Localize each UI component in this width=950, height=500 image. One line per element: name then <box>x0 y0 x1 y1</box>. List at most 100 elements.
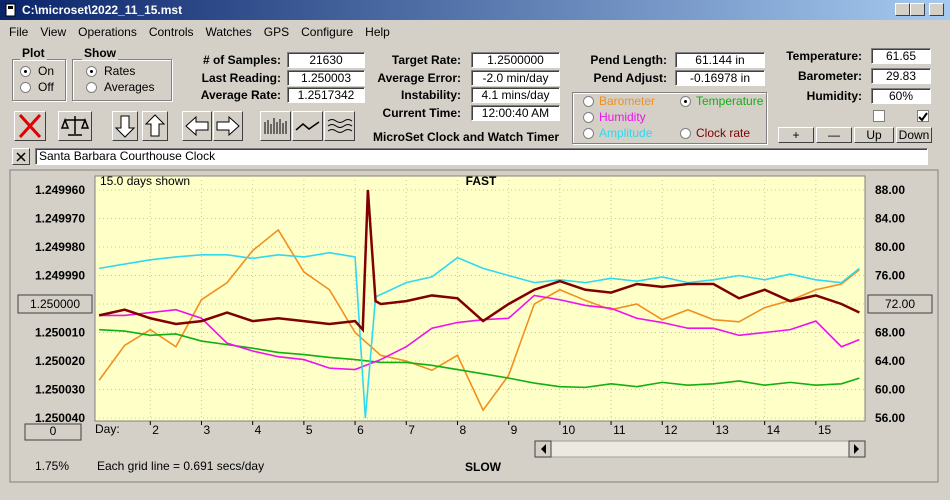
readout-label: Target Rate: <box>391 53 461 67</box>
close[interactable] <box>929 3 944 16</box>
app-icon <box>5 3 16 17</box>
readout-value: 60% <box>871 88 931 104</box>
line-view-button[interactable] <box>292 111 323 141</box>
readout-label: Instability: <box>400 88 461 102</box>
show-group-title: Show <box>82 46 118 60</box>
x-tick-label: 10 <box>562 423 576 437</box>
right-arrow-button[interactable] <box>213 111 243 141</box>
percent-label: 1.75% <box>35 459 69 473</box>
readout-value: 1.2517342 <box>287 87 365 103</box>
menu-item[interactable]: Operations <box>78 25 137 39</box>
series-selector <box>572 92 767 144</box>
y2-tick-label: 64.00 <box>875 354 905 368</box>
readout-label: Pend Adjust: <box>593 70 667 85</box>
tick-button <box>17 294 93 314</box>
readout-value: 1.250003 <box>287 69 365 86</box>
legend-entry: Temperature <box>696 94 764 108</box>
down-icon <box>114 115 136 138</box>
scrollbar[interactable] <box>534 440 866 458</box>
x-tick-label: 7 <box>408 423 415 437</box>
clear-icon <box>18 113 42 139</box>
x-tick-label: 14 <box>767 423 781 437</box>
radio[interactable] <box>86 66 97 77</box>
y2-tick-label: 68.00 <box>875 326 905 340</box>
series-radio[interactable] <box>583 128 594 139</box>
title-bar <box>0 0 950 20</box>
plot-group-title: Plot <box>20 46 47 60</box>
balance-icon <box>60 116 90 136</box>
x-tick-label: 12 <box>664 423 678 437</box>
y2-tick-label: 76.00 <box>875 269 905 283</box>
radio-label: Averages <box>104 80 155 94</box>
y2-tick-label: 56.00 <box>875 411 905 425</box>
readout-label: Temperature: <box>786 49 862 63</box>
clear-name-button[interactable] <box>12 148 30 165</box>
menu-item[interactable]: View <box>40 25 67 39</box>
legend-entry: Clock rate <box>696 126 751 140</box>
radio[interactable] <box>86 82 97 93</box>
radio[interactable] <box>20 82 31 93</box>
x-tick-label: 4 <box>255 423 262 437</box>
series-radio[interactable] <box>583 96 594 107</box>
tick-button-label: 1.250000 <box>30 297 80 311</box>
radio-label: Off <box>38 80 54 94</box>
checkbox[interactable] <box>917 110 929 122</box>
menu-item[interactable]: Help <box>365 25 390 39</box>
checkbox[interactable] <box>873 110 885 122</box>
button[interactable]: Down <box>896 127 932 143</box>
menu-item[interactable]: Configure <box>301 25 354 39</box>
menu-item[interactable]: File <box>9 25 29 39</box>
up-icon <box>144 114 166 137</box>
y-tick-label: 1.249990 <box>35 269 85 283</box>
minimize[interactable] <box>895 3 910 16</box>
clear-button[interactable] <box>14 111 46 141</box>
series-radio[interactable] <box>583 112 594 123</box>
left-icon <box>185 115 209 137</box>
series-radio[interactable] <box>680 128 691 139</box>
readout-value: 4.1 mins/day <box>471 87 560 103</box>
tick-button <box>867 294 933 314</box>
line-icon <box>295 121 320 131</box>
down-arrow-button[interactable] <box>112 111 138 141</box>
readout-label: Pend Length: <box>590 53 667 67</box>
legend-entry: Amplitude <box>599 126 653 140</box>
x-tick-label: 2 <box>152 423 159 437</box>
plot-area <box>94 175 866 422</box>
y-tick-label: 1.249960 <box>35 183 85 197</box>
button[interactable]: + <box>778 127 814 143</box>
readout-value: 12:00:40 AM <box>471 104 560 121</box>
readout-label: Barometer: <box>797 69 862 83</box>
y-tick-label: 1.250020 <box>35 354 85 368</box>
y-tick-label: 1.250040 <box>35 411 85 425</box>
x-tick-label: 15 <box>818 423 832 437</box>
balance-button[interactable] <box>58 111 92 141</box>
up-arrow-button[interactable] <box>142 111 168 141</box>
left-arrow-button[interactable] <box>182 111 212 141</box>
readout-label: # of Samples: <box>202 53 281 67</box>
y2-tick-label: 88.00 <box>875 183 905 197</box>
menu-item[interactable]: GPS <box>263 25 290 39</box>
readout-label: Average Rate: <box>200 88 281 102</box>
series-radio[interactable] <box>680 96 691 107</box>
legend-entry: Humidity <box>599 110 646 124</box>
readout-value: 61.65 <box>871 48 931 64</box>
maximize[interactable] <box>910 3 925 16</box>
menu-item[interactable]: Controls <box>148 25 194 39</box>
watch-name-field[interactable]: Santa Barbara Courthouse Clock <box>35 148 928 165</box>
plot-layer <box>95 176 865 421</box>
button[interactable]: Up <box>854 127 894 143</box>
readout-value: 61.144 in <box>675 52 765 68</box>
bars-view-button[interactable] <box>260 111 291 141</box>
button[interactable]: — <box>816 127 852 143</box>
bars-icon <box>264 118 287 134</box>
scale-value: 0 <box>50 424 57 438</box>
y-tick-label: 1.250010 <box>35 326 85 340</box>
readout-value: 21630 <box>287 52 365 68</box>
menu-item[interactable]: Watches <box>205 25 252 39</box>
multi-view-button[interactable] <box>324 111 355 141</box>
scale-button[interactable] <box>24 423 82 441</box>
radio[interactable] <box>20 66 31 77</box>
show-group <box>72 59 172 101</box>
readout-label: Humidity: <box>806 89 862 103</box>
readout-label: Current Time: <box>382 105 461 120</box>
